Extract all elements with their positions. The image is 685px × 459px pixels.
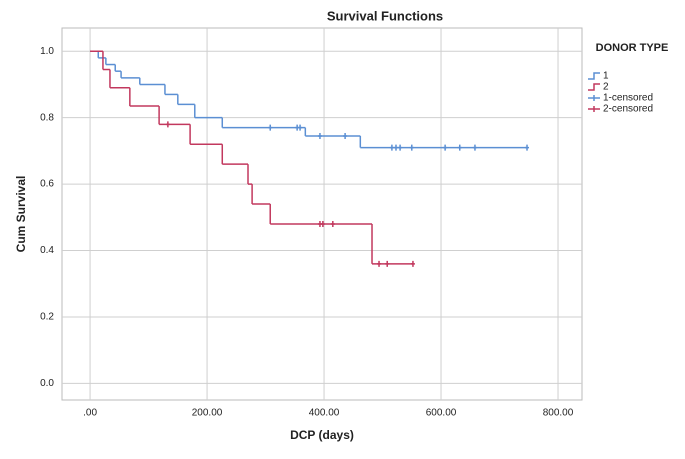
x-tick-label: .00 [83, 408, 97, 419]
legend-label: 2-censored [603, 104, 653, 115]
censor-mark [409, 144, 414, 151]
censor-mark [298, 124, 303, 131]
y-tick-label: 0.2 [40, 312, 54, 323]
y-tick-label: 0.6 [40, 179, 54, 190]
y-tick-label: 0.4 [40, 245, 54, 256]
censor-mark [165, 121, 170, 128]
censor-mark [457, 144, 462, 151]
censor-mark [268, 124, 273, 131]
legend-label: 2 [603, 82, 609, 93]
x-tick-label: 400.00 [309, 408, 340, 419]
chart-title: Survival Functions [327, 8, 443, 23]
censor-mark [410, 260, 415, 267]
plot-frame [61, 27, 583, 401]
legend-swatch [588, 106, 600, 112]
censor-mark [320, 220, 325, 227]
censor-mark [398, 144, 403, 151]
x-tick-label: 800.00 [543, 408, 574, 419]
x-tick-label: 600.00 [426, 408, 457, 419]
censor-mark [343, 132, 348, 139]
legend-swatch [588, 72, 600, 80]
y-tick-label: 1.0 [40, 46, 54, 57]
censor-mark [317, 132, 322, 139]
censor-mark [443, 144, 448, 151]
censor-mark [393, 144, 398, 151]
y-tick-label: 0.0 [40, 378, 54, 389]
legend-label: 1-censored [603, 93, 653, 104]
censor-mark [377, 260, 382, 267]
legend-label: 1 [603, 71, 609, 82]
censor-mark [389, 144, 394, 151]
censor-mark [385, 260, 390, 267]
x-tick-label: 200.00 [192, 408, 223, 419]
y-tick-label: 0.8 [40, 112, 54, 123]
x-axis-label: DCP (days) [290, 428, 354, 442]
censor-mark [330, 220, 335, 227]
y-axis-label: Cum Survival [14, 176, 28, 253]
censor-mark [472, 144, 477, 151]
legend-swatch [588, 95, 600, 101]
legend-title: DONOR TYPE [596, 42, 669, 54]
censor-mark [525, 144, 530, 151]
legend-swatch [588, 83, 600, 91]
